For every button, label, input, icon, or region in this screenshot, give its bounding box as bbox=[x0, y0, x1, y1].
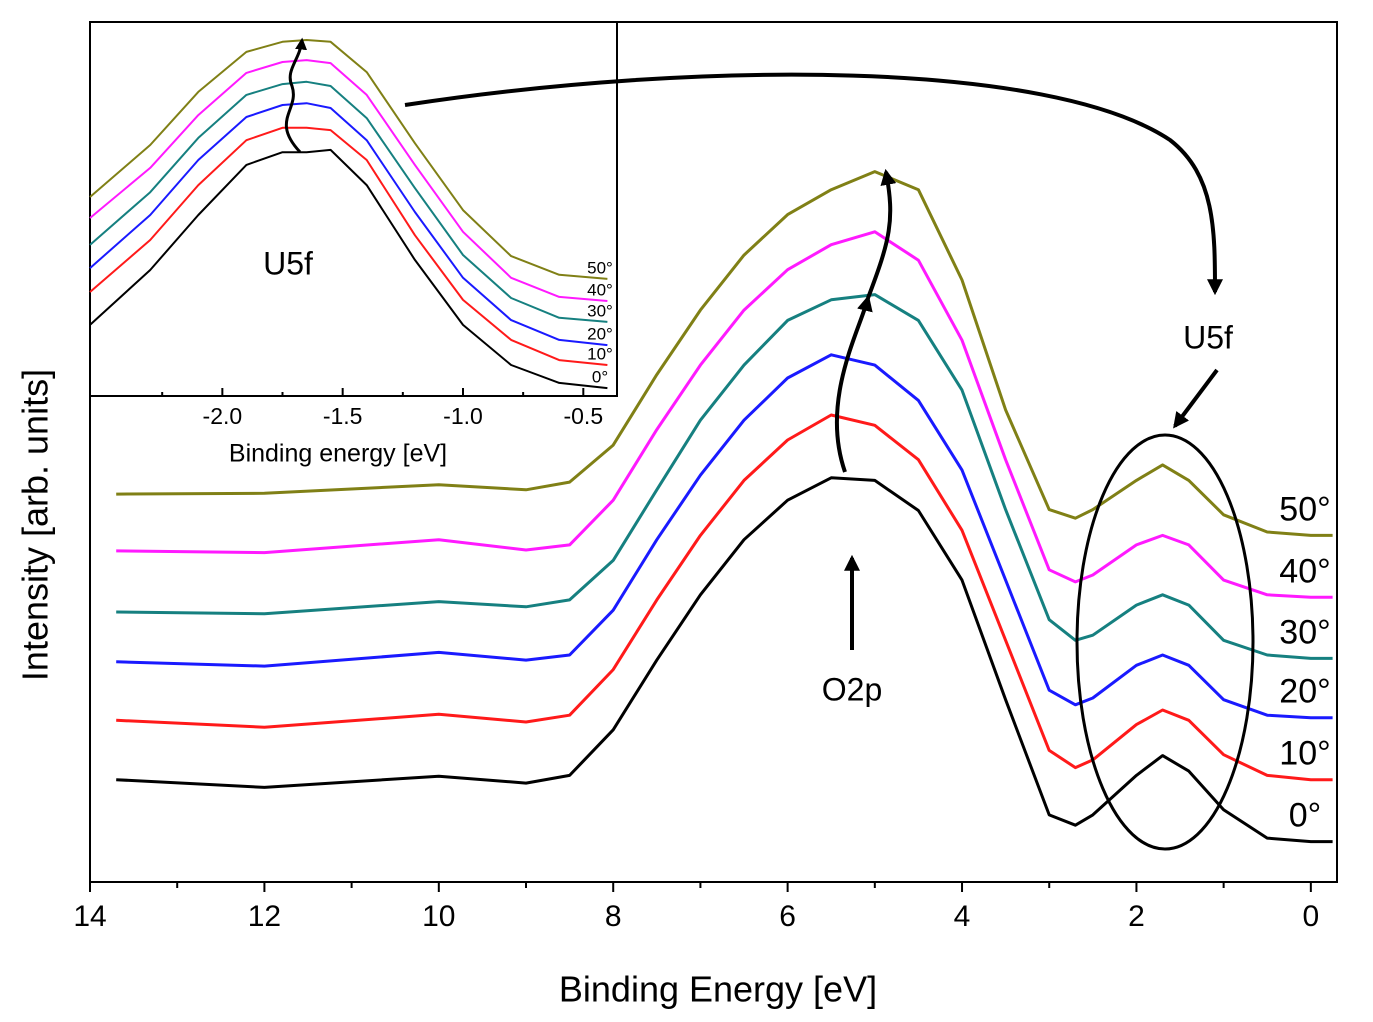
x-tick-label: -0.5 bbox=[563, 403, 603, 429]
x-axis-label: Binding Energy [eV] bbox=[559, 969, 877, 1010]
series-line bbox=[89, 80, 608, 323]
x-tick-label: 6 bbox=[779, 900, 796, 933]
series-label: 40° bbox=[587, 280, 613, 299]
arrow bbox=[834, 294, 873, 473]
series-line bbox=[116, 413, 1333, 782]
y-axis-label: Intensity [arb. units] bbox=[15, 369, 56, 681]
series-line bbox=[116, 170, 1333, 537]
series-label: 30° bbox=[1279, 613, 1330, 651]
arrow bbox=[404, 72, 1223, 296]
highlight-ellipse bbox=[1075, 433, 1255, 851]
inset-frame bbox=[89, 21, 618, 397]
series-line bbox=[116, 230, 1333, 599]
series-label: 20° bbox=[587, 325, 613, 344]
plot-frame bbox=[89, 21, 1338, 883]
arrow bbox=[866, 168, 897, 299]
x-tick-label: 12 bbox=[248, 900, 281, 933]
series-line bbox=[89, 102, 608, 347]
series-label: 50° bbox=[587, 258, 613, 277]
x-tick-label: 10 bbox=[422, 900, 455, 933]
series-line bbox=[89, 148, 608, 390]
main-plot: 14 12 10 8 6 4 2 00°10°20°30°40°50° bbox=[73, 170, 1333, 933]
inset-annotation: U5f bbox=[263, 245, 313, 281]
annotation: O2p bbox=[822, 671, 882, 707]
x-tick-label: -1.5 bbox=[323, 403, 363, 429]
series-line bbox=[89, 39, 608, 280]
series-label: 0° bbox=[592, 368, 608, 387]
series-label: 0° bbox=[1289, 797, 1322, 835]
arrow bbox=[284, 37, 308, 154]
x-tick-label: -2.0 bbox=[203, 403, 243, 429]
annotation: U5f bbox=[1183, 319, 1233, 355]
series-line bbox=[89, 59, 608, 302]
x-tick-label: -1.0 bbox=[443, 403, 483, 429]
series-line bbox=[116, 476, 1333, 844]
series-label: 50° bbox=[1279, 490, 1330, 528]
x-tick-label: 2 bbox=[1128, 900, 1145, 933]
series-line bbox=[116, 353, 1333, 720]
inset-x-axis-label: Binding energy [eV] bbox=[229, 440, 447, 468]
series-label: 20° bbox=[1279, 673, 1330, 711]
inset-plot: -2.0 -1.5 -1.0 -0.5 0° 10°20° 30° 40° 50° bbox=[89, 39, 613, 429]
x-tick-label: 4 bbox=[954, 900, 971, 933]
series-label: 40° bbox=[1279, 552, 1330, 590]
series-label: 10° bbox=[1279, 735, 1330, 773]
x-tick-label: 8 bbox=[605, 900, 622, 933]
series-label: 30° bbox=[587, 301, 613, 320]
series-line bbox=[89, 126, 608, 366]
series-line bbox=[116, 293, 1333, 660]
arrow bbox=[1173, 368, 1219, 429]
x-tick-label: 0 bbox=[1302, 900, 1319, 933]
x-tick-label: 14 bbox=[73, 900, 106, 933]
series-label: 10° bbox=[587, 344, 613, 363]
